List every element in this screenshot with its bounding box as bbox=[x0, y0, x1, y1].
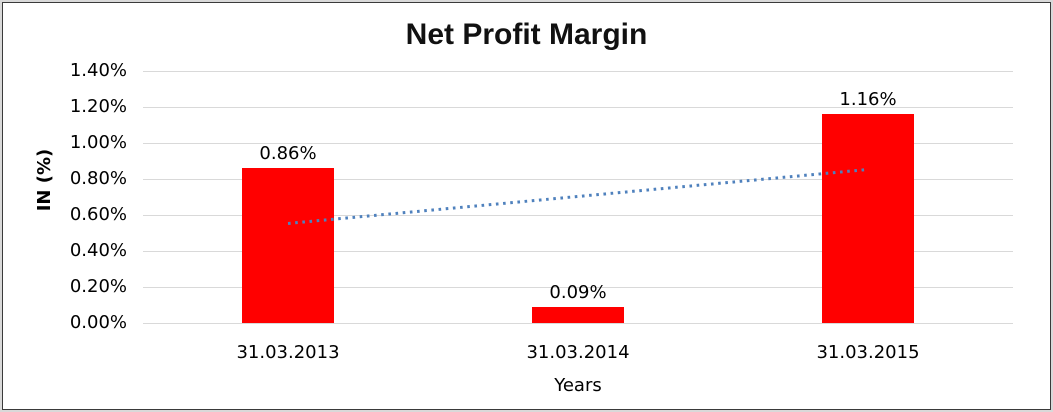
gridline bbox=[143, 287, 1013, 288]
bar-31.03.2014 bbox=[532, 306, 624, 323]
x-tick-label: 31.03.2013 bbox=[236, 342, 340, 363]
gridline bbox=[143, 215, 1013, 216]
gridline bbox=[143, 251, 1013, 252]
bar-31.03.2013 bbox=[242, 168, 334, 323]
gridline bbox=[143, 107, 1013, 108]
x-axis-title: Years bbox=[554, 375, 602, 396]
y-tick-label: 0.40% bbox=[69, 240, 127, 261]
chart-title: Net Profit Margin bbox=[405, 18, 648, 51]
plot-area bbox=[143, 71, 1013, 324]
bar-data-label: 1.16% bbox=[839, 89, 897, 111]
bar-data-label: 0.09% bbox=[549, 281, 607, 303]
gridline bbox=[143, 71, 1013, 72]
x-tick-label: 31.03.2015 bbox=[816, 342, 920, 363]
gridline bbox=[143, 179, 1013, 180]
y-tick-label: 1.20% bbox=[69, 96, 127, 117]
y-tick-label: 1.40% bbox=[69, 60, 127, 81]
gridline bbox=[143, 143, 1013, 144]
trendline-dotted bbox=[287, 167, 869, 225]
gridline bbox=[143, 323, 1013, 324]
bar-31.03.2015 bbox=[822, 114, 914, 323]
bar-data-label: 0.86% bbox=[259, 143, 317, 165]
y-tick-label: 0.20% bbox=[69, 276, 127, 297]
y-tick-label: 0.80% bbox=[69, 168, 127, 189]
y-tick-label: 0.60% bbox=[69, 204, 127, 225]
y-tick-label: 1.00% bbox=[69, 132, 127, 153]
y-tick-label: 0.00% bbox=[69, 312, 127, 333]
x-tick-label: 31.03.2014 bbox=[526, 342, 630, 363]
